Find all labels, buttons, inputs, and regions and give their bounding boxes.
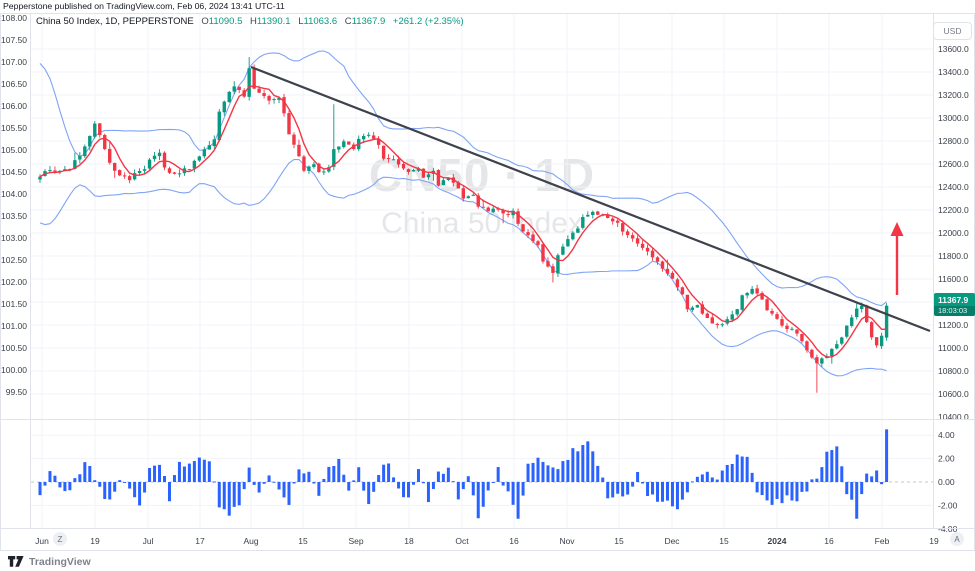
svg-text:103.00: 103.00	[1, 233, 27, 243]
svg-text:4.00: 4.00	[938, 430, 955, 440]
svg-text:15: 15	[719, 536, 729, 546]
svg-text:100.50: 100.50	[1, 343, 27, 353]
svg-text:12600.0: 12600.0	[938, 159, 969, 169]
svg-text:Jun: Jun	[35, 536, 49, 546]
svg-text:12400.0: 12400.0	[938, 182, 969, 192]
tradingview-icon	[8, 556, 24, 567]
svg-text:105.50: 105.50	[1, 123, 27, 133]
svg-text:19: 19	[929, 536, 939, 546]
legend-change: +261.2 (+2.35%)	[392, 16, 464, 27]
tradingview-logo[interactable]: TradingView	[8, 555, 91, 568]
svg-text:106.00: 106.00	[1, 101, 27, 111]
currency-toggle-button[interactable]: USD	[933, 22, 972, 40]
svg-text:13600.0: 13600.0	[938, 44, 969, 54]
svg-text:101.50: 101.50	[1, 299, 27, 309]
svg-text:Nov: Nov	[559, 536, 575, 546]
timezone-button[interactable]: Z	[53, 532, 67, 546]
svg-text:107.00: 107.00	[1, 57, 27, 67]
last-price-label: 11367.9 18:03:03	[934, 293, 975, 316]
svg-text:Jul: Jul	[143, 536, 154, 546]
svg-text:2.00: 2.00	[938, 454, 955, 464]
svg-text:12000.0: 12000.0	[938, 228, 969, 238]
svg-text:10400.0: 10400.0	[938, 412, 969, 422]
svg-text:Oct: Oct	[455, 536, 469, 546]
svg-text:15: 15	[298, 536, 308, 546]
auto-scale-button[interactable]: A	[950, 532, 964, 546]
svg-text:104.00: 104.00	[1, 189, 27, 199]
svg-text:13000.0: 13000.0	[938, 113, 969, 123]
svg-text:12800.0: 12800.0	[938, 136, 969, 146]
svg-text:2024: 2024	[768, 536, 787, 546]
svg-text:10600.0: 10600.0	[938, 389, 969, 399]
svg-text:11600.0: 11600.0	[938, 274, 968, 284]
legend-low-value: 11063.6	[303, 16, 338, 27]
svg-text:99.50: 99.50	[6, 387, 28, 397]
svg-text:102.00: 102.00	[1, 277, 27, 287]
svg-text:100.00: 100.00	[1, 365, 27, 375]
legend-symbol: China 50 Index, 1D, PEPPERSTONE	[36, 16, 194, 27]
legend-close-value: 11367.9	[351, 16, 386, 27]
bar-countdown: 18:03:03	[934, 305, 975, 316]
svg-text:106.50: 106.50	[1, 79, 27, 89]
svg-text:16: 16	[824, 536, 834, 546]
svg-text:15: 15	[614, 536, 624, 546]
svg-text:10800.0: 10800.0	[938, 366, 969, 376]
legend-open-value: 11090.5	[208, 16, 243, 27]
tradingview-logo-text: TradingView	[29, 555, 91, 568]
legend-close-prefix: C	[344, 16, 352, 27]
svg-text:11800.0: 11800.0	[938, 251, 968, 261]
svg-text:-2.00: -2.00	[938, 500, 958, 510]
svg-text:103.50: 103.50	[1, 211, 27, 221]
legend-high-value: 11390.1	[256, 16, 291, 27]
svg-text:104.50: 104.50	[1, 167, 27, 177]
svg-text:101.00: 101.00	[1, 321, 27, 331]
svg-text:16: 16	[509, 536, 519, 546]
svg-text:Dec: Dec	[664, 536, 680, 546]
svg-text:Sep: Sep	[348, 536, 363, 546]
svg-text:17: 17	[195, 536, 205, 546]
last-price-value: 11367.9	[934, 293, 975, 306]
svg-text:11200.0: 11200.0	[938, 320, 968, 330]
svg-text:18: 18	[404, 536, 414, 546]
svg-text:Feb: Feb	[875, 536, 890, 546]
svg-text:108.00: 108.00	[1, 13, 27, 23]
legend-high-prefix: H	[250, 16, 257, 27]
svg-text:105.00: 105.00	[1, 145, 27, 155]
svg-text:19: 19	[90, 536, 100, 546]
svg-text:102.50: 102.50	[1, 255, 27, 265]
legend-low-prefix: L	[298, 16, 304, 27]
svg-text:11000.0: 11000.0	[938, 343, 968, 353]
svg-text:0.00: 0.00	[938, 477, 955, 487]
attribution-text: Pepperstone published on TradingView.com…	[3, 1, 285, 11]
svg-text:107.50: 107.50	[1, 35, 27, 45]
svg-text:13200.0: 13200.0	[938, 90, 969, 100]
svg-text:12200.0: 12200.0	[938, 205, 969, 215]
chart-legend: China 50 Index, 1D, PEPPERSTONE O11090.5…	[36, 16, 464, 27]
legend-open-prefix: O	[201, 16, 209, 27]
svg-text:Aug: Aug	[243, 536, 258, 546]
svg-text:13400.0: 13400.0	[938, 67, 969, 77]
